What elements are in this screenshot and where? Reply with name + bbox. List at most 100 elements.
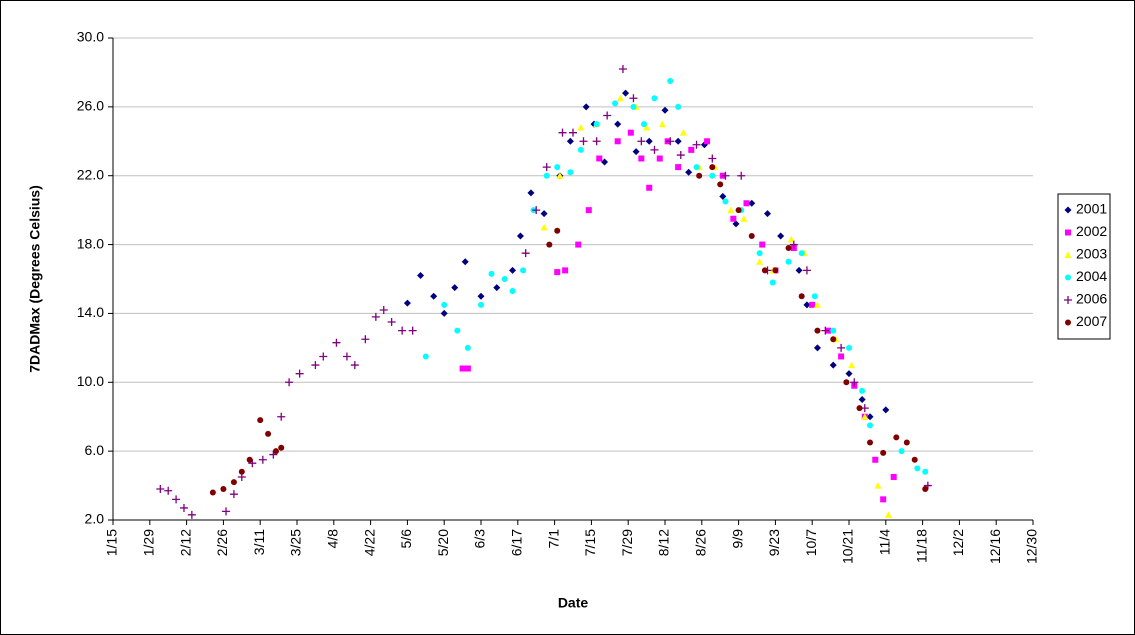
data-point xyxy=(246,456,253,463)
data-point xyxy=(759,241,766,248)
data-point xyxy=(540,223,548,231)
y-tick-label: 22.0 xyxy=(77,166,104,182)
data-point xyxy=(656,155,663,162)
data-point xyxy=(464,365,471,372)
data-point xyxy=(398,326,407,335)
data-point xyxy=(577,124,585,131)
data-point xyxy=(567,169,574,176)
data-point xyxy=(898,448,905,455)
data-point xyxy=(884,511,892,518)
data-point xyxy=(643,124,651,131)
data-point xyxy=(630,103,637,110)
x-tick-label: 1/29 xyxy=(141,529,157,556)
data-point xyxy=(230,479,237,486)
data-point xyxy=(789,240,798,249)
data-point xyxy=(527,189,535,197)
data-point xyxy=(777,232,785,240)
data-point xyxy=(830,336,837,343)
data-point xyxy=(179,503,188,512)
data-point xyxy=(501,276,508,282)
data-point xyxy=(717,181,724,188)
data-point xyxy=(543,172,550,179)
data-point xyxy=(693,164,700,171)
x-tick-label: 2/12 xyxy=(177,529,193,556)
data-point xyxy=(646,184,653,191)
x-tick-label: 3/11 xyxy=(251,529,267,555)
x-tick-label: 3/25 xyxy=(288,529,304,556)
data-point xyxy=(675,103,682,110)
data-point xyxy=(845,370,853,378)
data-point xyxy=(387,318,396,327)
x-tick-label: 11/4 xyxy=(877,529,893,555)
data-point xyxy=(464,344,471,351)
data-point xyxy=(872,456,879,463)
data-point xyxy=(922,486,929,493)
data-point xyxy=(922,468,929,475)
data-point xyxy=(861,413,869,420)
y-tick-label: 6.0 xyxy=(85,442,105,458)
data-point xyxy=(477,292,485,300)
data-point xyxy=(846,344,852,351)
data-point xyxy=(769,279,776,286)
x-tick-label: 11/18 xyxy=(913,529,929,563)
data-point xyxy=(667,78,674,85)
data-point xyxy=(795,266,803,274)
data-point xyxy=(674,137,682,145)
data-point xyxy=(704,138,711,145)
data-point xyxy=(756,250,763,257)
data-point xyxy=(172,495,181,504)
data-point xyxy=(737,171,746,180)
x-tick-label: 6/17 xyxy=(509,529,525,556)
data-point xyxy=(764,210,772,218)
x-tick-label: 12/30 xyxy=(1024,529,1040,564)
data-point xyxy=(554,269,561,276)
data-point xyxy=(238,468,245,475)
data-point xyxy=(556,172,564,179)
data-point xyxy=(721,171,730,180)
data-point xyxy=(813,301,821,308)
data-point xyxy=(709,172,716,179)
data-point xyxy=(772,267,779,274)
data-point xyxy=(257,417,264,424)
data-point xyxy=(612,100,619,107)
data-point xyxy=(740,215,748,222)
legend-label: 2002 xyxy=(1076,223,1107,239)
data-point xyxy=(554,164,561,171)
data-point xyxy=(311,361,320,370)
data-point xyxy=(451,284,459,292)
data-point xyxy=(814,327,821,334)
data-point xyxy=(866,413,874,421)
x-tick-label: 8/12 xyxy=(656,529,672,556)
x-tick-label: 10/7 xyxy=(803,529,819,556)
data-point xyxy=(403,299,411,307)
x-tick-label: 5/20 xyxy=(435,529,451,556)
data-point xyxy=(622,89,630,97)
x-tick-label: 9/9 xyxy=(729,529,745,549)
data-point xyxy=(640,121,647,128)
legend-marker xyxy=(1065,319,1071,326)
y-tick-label: 26.0 xyxy=(77,98,104,114)
legend-label: 2004 xyxy=(1076,268,1107,284)
data-point xyxy=(593,121,600,128)
data-point xyxy=(748,199,756,207)
data-point xyxy=(488,270,495,277)
data-point xyxy=(798,293,805,300)
data-point xyxy=(566,137,574,145)
x-tick-label: 1/15 xyxy=(104,529,120,556)
data-point xyxy=(650,145,659,154)
data-point xyxy=(651,95,658,102)
data-point xyxy=(629,94,638,103)
data-point xyxy=(692,140,701,149)
data-point xyxy=(890,473,897,480)
data-point xyxy=(735,207,742,214)
data-point xyxy=(802,266,811,275)
data-point xyxy=(156,485,165,494)
data-point xyxy=(209,489,216,496)
data-point xyxy=(638,155,645,162)
data-point xyxy=(637,137,646,146)
y-tick-label: 30.0 xyxy=(77,29,104,45)
data-point xyxy=(880,496,887,503)
data-point xyxy=(658,120,666,128)
data-point xyxy=(676,151,685,160)
